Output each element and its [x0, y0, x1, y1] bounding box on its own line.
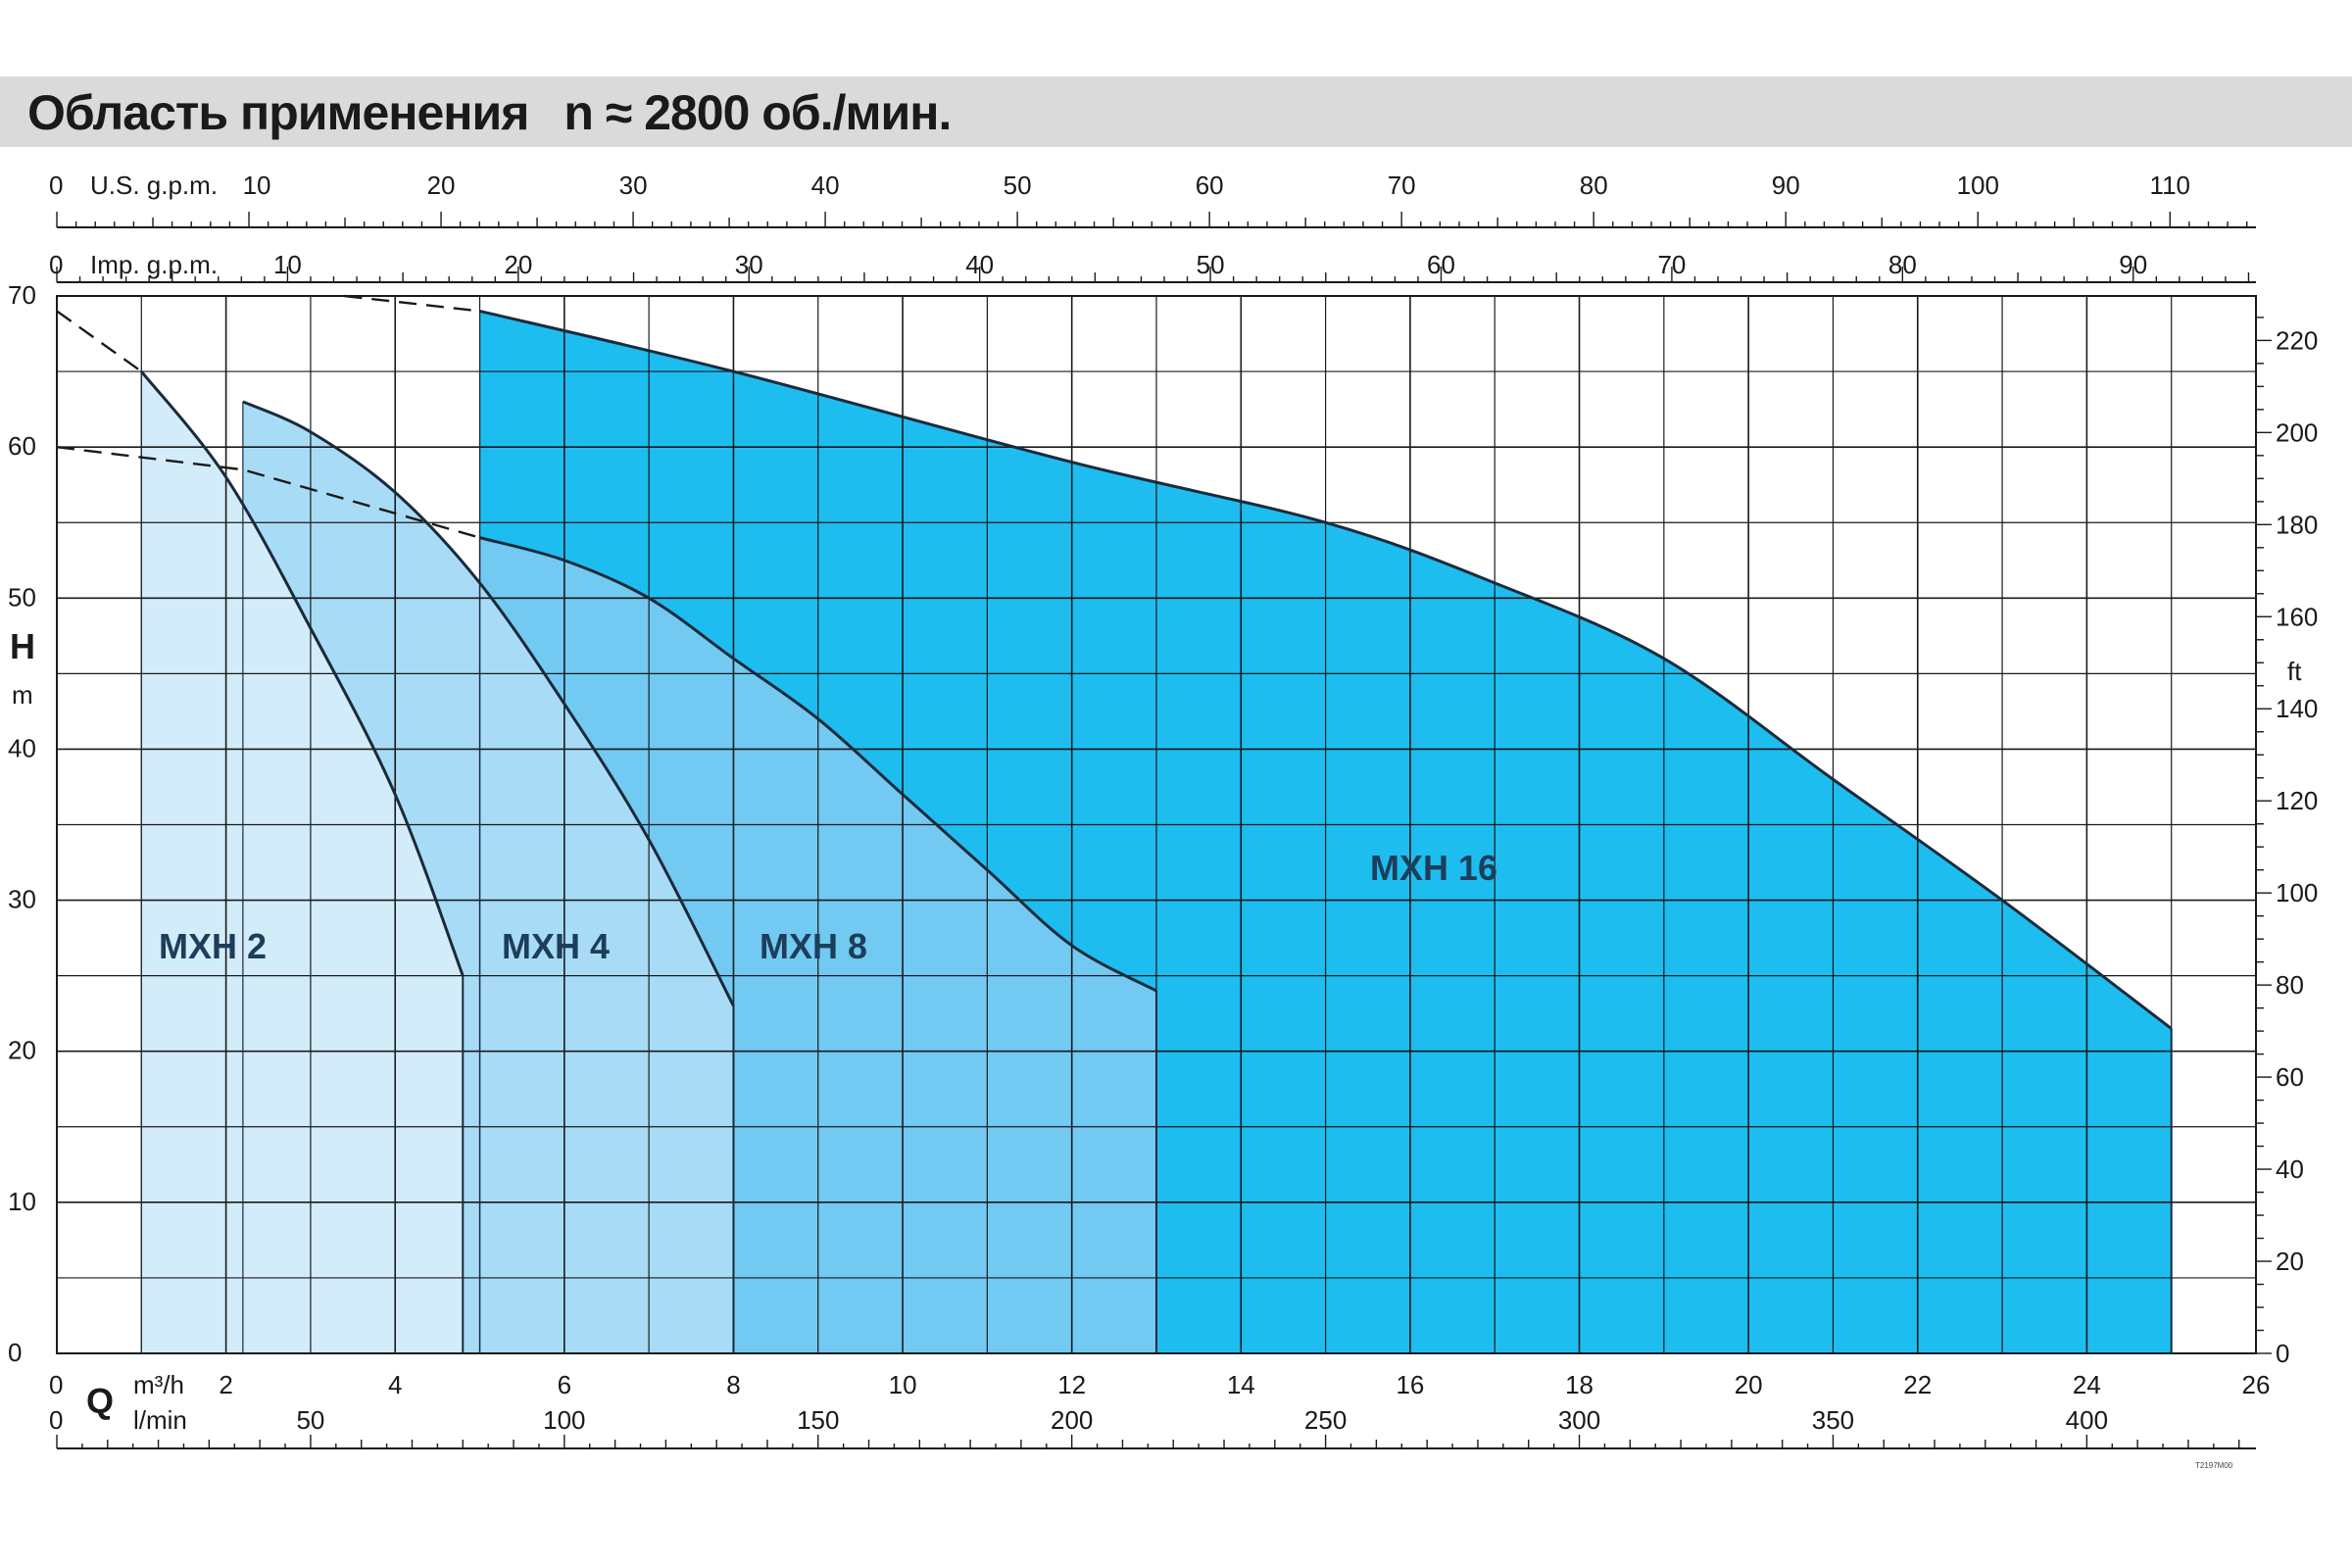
imp-gpm-tick-label: 90	[2119, 250, 2147, 279]
curve-mxh-4	[242, 400, 735, 1007]
x-tick-label: 8	[726, 1370, 740, 1399]
us-gpm-tick-label: 60	[1196, 171, 1224, 200]
x-tick-label: 0	[49, 1370, 63, 1399]
y-tick-label: 60	[8, 431, 36, 461]
right-tick-label: 160	[2276, 602, 2318, 631]
right-tick-label: 40	[2276, 1154, 2304, 1184]
x-tick-label: 20	[1735, 1370, 1763, 1399]
us-gpm-tick-label: 40	[811, 171, 840, 200]
us-gpm-axis-label: U.S. g.p.m.	[90, 171, 218, 200]
dashed-boundary	[344, 294, 480, 313]
right-tick-label: 180	[2276, 510, 2318, 539]
x-tick-label: 14	[1227, 1370, 1255, 1399]
us-gpm-tick-label: 90	[1772, 171, 1800, 200]
us-gpm-tick-label: 70	[1388, 171, 1416, 200]
curve-mxh-2	[140, 370, 465, 977]
y-tick-label: 10	[8, 1187, 36, 1216]
us-gpm-tick-label: 100	[1957, 171, 1999, 200]
lmin-tick-label: 400	[2066, 1405, 2108, 1435]
imp-gpm-tick-label: 30	[735, 250, 763, 279]
y-tick-label: 50	[8, 582, 36, 612]
right-tick-label: 220	[2276, 325, 2318, 355]
reference-code: T2197M00	[2195, 1461, 2233, 1470]
right-axis-unit: ft	[2287, 657, 2302, 686]
right-tick-label: 80	[2276, 970, 2304, 1000]
imp-gpm-tick-label: 50	[1197, 250, 1225, 279]
lmin-tick-label: 50	[296, 1405, 324, 1435]
us-gpm-tick-label: 20	[427, 171, 456, 200]
x-axis-unit-lmin: l/min	[133, 1405, 187, 1435]
dashed-boundary	[56, 310, 143, 373]
lmin-tick-label: 0	[49, 1405, 63, 1435]
us-gpm-tick-label: 110	[2150, 171, 2190, 200]
imp-gpm-tick-label: 80	[1888, 250, 1917, 279]
x-tick-label: 26	[2242, 1370, 2271, 1399]
curve-mxh-16	[479, 309, 2173, 1030]
us-gpm-tick-label: 0	[49, 171, 63, 200]
right-tick-label: 140	[2276, 694, 2318, 723]
y-tick-label: 30	[8, 885, 36, 914]
plot-border	[56, 295, 2257, 1354]
right-tick-label: 120	[2276, 786, 2318, 815]
y-tick-label: 40	[8, 733, 36, 762]
lmin-tick-label: 300	[1558, 1405, 1600, 1435]
right-tick-label: 0	[2276, 1339, 2289, 1368]
x-tick-label: 2	[219, 1370, 232, 1399]
x-axis-unit-m3h: m³/h	[133, 1370, 184, 1399]
y-tick-label: 20	[8, 1036, 36, 1065]
lmin-tick-label: 250	[1304, 1405, 1347, 1435]
us-gpm-tick-label: 30	[619, 171, 648, 200]
lmin-tick-label: 200	[1051, 1405, 1093, 1435]
imp-gpm-tick-label: 10	[273, 250, 302, 279]
right-tick-label: 60	[2276, 1062, 2304, 1092]
y-axis-unit: m	[12, 680, 33, 710]
imp-gpm-axis-label: Imp. g.p.m.	[90, 250, 218, 279]
right-tick-label: 20	[2276, 1247, 2304, 1276]
label-mxh-16: MXH 16	[1370, 848, 1497, 888]
speed-subtitle: n ≈ 2800 об./мин.	[564, 85, 952, 140]
right-tick-label: 200	[2276, 417, 2318, 447]
imp-gpm-tick-label: 70	[1657, 250, 1686, 279]
x-tick-label: 6	[558, 1370, 571, 1399]
curve-mxh-8	[479, 536, 1157, 993]
us-gpm-tick-label: 50	[1004, 171, 1032, 200]
label-mxh-8: MXH 8	[760, 926, 867, 966]
x-tick-label: 12	[1057, 1370, 1086, 1399]
y-axis-title: H	[10, 626, 35, 666]
title-text: Область применения	[27, 85, 529, 140]
chart-title: Область применения n ≈ 2800 об./мин.	[27, 84, 952, 141]
y-tick-label: 0	[8, 1338, 22, 1367]
tick-labels: 0102030405060700204060801001201401601802…	[8, 171, 2318, 1435]
right-tick-label: 100	[2276, 878, 2318, 907]
x-tick-label: 4	[388, 1370, 402, 1399]
x-tick-label: 18	[1565, 1370, 1593, 1399]
imp-gpm-tick-label: 40	[965, 250, 994, 279]
x-tick-label: 22	[1903, 1370, 1932, 1399]
x-tick-label: 10	[889, 1370, 917, 1399]
imp-gpm-tick-label: 60	[1427, 250, 1455, 279]
dashed-boundary	[56, 445, 480, 539]
label-mxh-4: MXH 4	[502, 926, 610, 966]
label-mxh-2: MXH 2	[159, 926, 267, 966]
y-tick-label: 70	[8, 280, 36, 310]
x-axis-title: Q	[86, 1381, 114, 1421]
us-gpm-tick-label: 80	[1580, 171, 1608, 200]
x-tick-label: 16	[1396, 1370, 1424, 1399]
lmin-tick-label: 350	[1812, 1405, 1854, 1435]
lmin-tick-label: 100	[543, 1405, 585, 1435]
us-gpm-tick-label: 10	[243, 171, 271, 200]
area-mxh-2	[141, 371, 464, 1354]
series-curves	[140, 309, 2173, 1353]
title-bar	[0, 76, 2352, 147]
imp-gpm-tick-label: 0	[49, 250, 63, 279]
imp-gpm-tick-label: 20	[504, 250, 532, 279]
lmin-tick-label: 150	[797, 1405, 839, 1435]
x-tick-label: 24	[2073, 1370, 2101, 1399]
dashed-boundaries	[56, 294, 480, 539]
axes	[56, 212, 2272, 1449]
